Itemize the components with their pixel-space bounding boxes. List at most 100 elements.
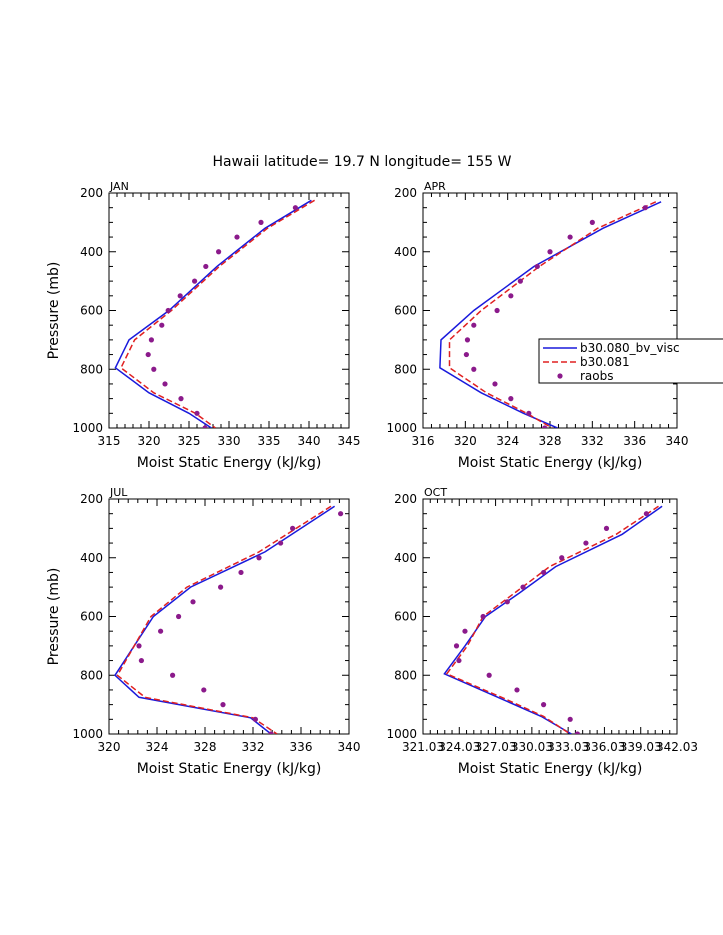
raobs-point xyxy=(567,716,573,722)
raobs-point xyxy=(192,278,198,284)
panel-jul: JUL 320 324 328 332 336 340 200 400 600 800 1000 Moi… xyxy=(46,486,360,777)
raobs-point xyxy=(540,702,547,708)
raobs-point xyxy=(642,205,648,211)
x-tick-label: 339.03 xyxy=(620,740,662,754)
series-line-b30-080 xyxy=(443,505,663,734)
panel-jan: JAN 315 320 325 330 335 340 345 200 400 600 800 1000… xyxy=(46,180,360,471)
raobs-point xyxy=(508,396,514,402)
panel-apr: APR 316 320 324 328 332 336 340 200 400 600 800 1000… xyxy=(386,180,688,471)
panel-label: JAN xyxy=(109,180,129,193)
y-tick-label: 600 xyxy=(80,610,103,624)
raobs-point xyxy=(464,337,471,343)
main-title: Hawaii latitude= 19.7 N longitude= 155 W xyxy=(213,154,512,170)
x-tick-label: 332 xyxy=(581,434,604,448)
raobs-point xyxy=(216,249,222,255)
y-tick-label: 1000 xyxy=(72,421,103,435)
y-tick-label: 800 xyxy=(80,668,103,682)
x-tick-label: 332 xyxy=(242,740,265,754)
raobs-point xyxy=(148,337,154,343)
x-tick-label: 328 xyxy=(539,434,562,448)
raobs-point xyxy=(643,511,649,517)
plot-frame xyxy=(108,192,350,429)
raobs-point xyxy=(158,628,164,634)
raobs-point xyxy=(547,249,553,255)
raobs-point xyxy=(278,540,284,546)
raobs-point xyxy=(471,366,477,372)
x-tick-label: 340 xyxy=(338,740,361,754)
series-line-b30-081 xyxy=(448,201,657,428)
y-tick-label: 1000 xyxy=(386,727,417,741)
raobs-point xyxy=(514,687,520,693)
y-axis-label: Pressure (mb) xyxy=(46,262,62,360)
raobs-point xyxy=(252,716,258,722)
series-line-b30-081 xyxy=(120,199,315,428)
raobs-point xyxy=(508,293,514,299)
x-tick-label: 340 xyxy=(666,434,689,448)
x-tick-label: 320 xyxy=(454,434,477,448)
y-tick-label: 200 xyxy=(80,492,103,506)
raobs-point xyxy=(234,234,240,240)
y-tick-label: 800 xyxy=(394,362,417,376)
x-tick-label: 342.03 xyxy=(656,740,698,754)
raobs-point xyxy=(258,219,264,225)
panel-label: OCT xyxy=(424,486,447,499)
x-tick-label: 324.03 xyxy=(438,740,480,754)
raobs-point xyxy=(256,555,262,561)
raobs-point xyxy=(338,511,344,517)
x-axis-label: Moist Static Energy (kJ/kg) xyxy=(137,455,322,471)
y-tick-label: 800 xyxy=(80,362,103,376)
series-line-b30-080 xyxy=(439,201,662,428)
raobs-point xyxy=(480,613,486,620)
plot-frame xyxy=(422,498,678,735)
raobs-point xyxy=(540,569,547,576)
panel-label: APR xyxy=(424,180,446,193)
raobs-point xyxy=(504,599,510,605)
series-group xyxy=(114,505,344,734)
y-tick-label: 400 xyxy=(394,245,417,259)
raobs-point xyxy=(177,293,183,299)
series-line-b30-080 xyxy=(114,505,336,734)
raobs-point xyxy=(542,425,548,428)
raobs-point xyxy=(520,584,526,590)
raobs-point xyxy=(176,613,182,620)
raobs-point xyxy=(589,219,595,225)
panel-oct: OCT321.03324.03327.03330.03333.03336.033… xyxy=(386,486,698,777)
raobs-point xyxy=(220,702,226,708)
legend-label: b30.080_bv_visc xyxy=(580,341,680,355)
y-tick-label: 400 xyxy=(394,551,417,565)
raobs-point xyxy=(268,731,274,734)
x-tick-label: 335 xyxy=(258,434,281,448)
raobs-point xyxy=(290,525,296,531)
y-tick-label: 800 xyxy=(394,668,417,682)
raobs-point xyxy=(517,278,523,284)
y-tick-label: 200 xyxy=(394,492,417,506)
raobs-point xyxy=(218,584,224,590)
x-tick-label: 316 xyxy=(412,434,435,448)
raobs-point xyxy=(492,381,498,387)
y-tick-label: 600 xyxy=(394,304,417,318)
raobs-point xyxy=(151,366,157,372)
raobs-point xyxy=(574,731,581,734)
series-line-b30-081 xyxy=(445,505,659,734)
y-tick-label: 1000 xyxy=(72,727,103,741)
raobs-point xyxy=(159,322,165,328)
raobs-point xyxy=(559,555,565,561)
raobs-point xyxy=(203,263,209,270)
raobs-point xyxy=(494,307,500,314)
raobs-point xyxy=(202,425,208,428)
x-tick-label: 327.03 xyxy=(475,740,517,754)
y-tick-label: 600 xyxy=(394,610,417,624)
x-tick-label: 320 xyxy=(138,434,161,448)
raobs-point xyxy=(138,657,144,664)
panel-label: JUL xyxy=(109,486,128,499)
x-axis-label: Moist Static Energy (kJ/kg) xyxy=(137,761,322,777)
raobs-point xyxy=(190,599,196,605)
raobs-point xyxy=(471,322,477,328)
x-tick-label: 325 xyxy=(178,434,201,448)
y-tick-label: 400 xyxy=(80,245,103,259)
x-tick-label: 320 xyxy=(98,740,121,754)
raobs-point xyxy=(453,643,460,649)
raobs-point xyxy=(456,657,462,664)
series-group xyxy=(114,199,315,428)
